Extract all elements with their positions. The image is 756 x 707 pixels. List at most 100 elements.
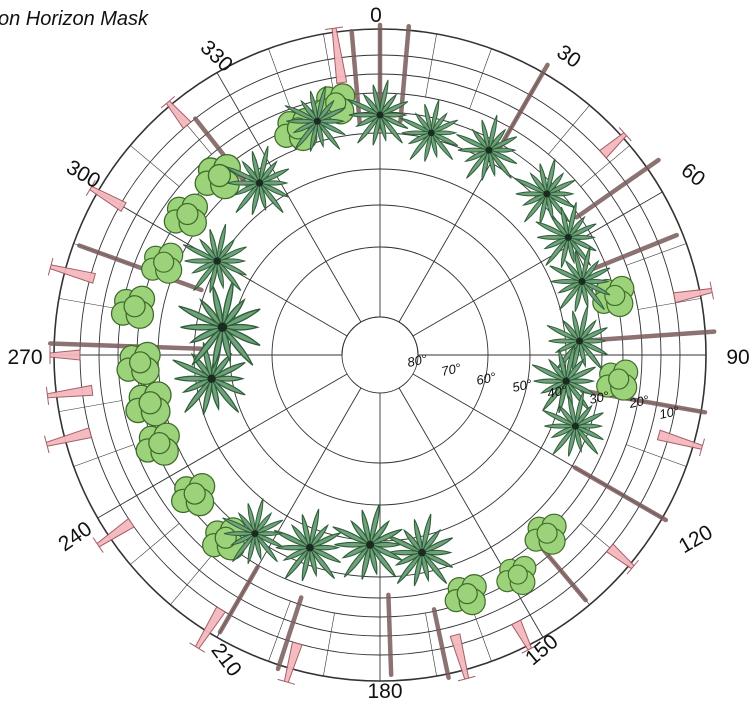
palm-frond (226, 180, 260, 186)
palm-tree-icon (514, 158, 576, 225)
palm-frond (581, 280, 611, 296)
dead-tree-icon (45, 384, 94, 405)
tree-canopy-lobe (207, 163, 232, 188)
palm-frond (216, 246, 247, 262)
palm-frond (247, 503, 256, 534)
palm-frond (369, 544, 397, 578)
palm-frond (284, 105, 318, 122)
tree-trunk (574, 157, 661, 220)
palm-frond (545, 236, 569, 266)
azimuth-tick (425, 612, 437, 677)
palm-frond (372, 84, 381, 116)
palm-frond (575, 425, 599, 455)
tree-canopy-lobe (608, 368, 630, 390)
palm-frond (544, 423, 576, 429)
azimuth-label-90: 90 (726, 346, 749, 369)
palm-frond (535, 221, 569, 238)
palm-frond (549, 265, 583, 282)
palm-frond (560, 206, 569, 238)
palm-frond (301, 547, 311, 582)
palm-tree-icon (456, 114, 518, 181)
azimuth-label-30: 30 (553, 41, 585, 73)
palm-frond (309, 547, 341, 563)
tree-canopy-lobe (148, 431, 171, 455)
tree-trunk (217, 564, 260, 635)
palm-frond (180, 323, 223, 331)
zenith-arc (341, 316, 419, 356)
dead-tree-icon (325, 26, 348, 84)
palm-crown (366, 540, 375, 549)
tree-canopy-lobe (153, 251, 175, 273)
palm-frond (209, 260, 218, 293)
dead-tree-icon (92, 517, 135, 553)
azimuth-tick (58, 298, 123, 310)
palm-frond (216, 260, 247, 276)
palm-frond (232, 533, 256, 563)
palm-frond (251, 151, 261, 184)
palm-frond (316, 120, 341, 150)
azimuth-label-210: 210 (206, 639, 245, 681)
palm-frond (317, 107, 346, 122)
azimuth-tick (580, 145, 630, 187)
palm-crown (376, 111, 384, 119)
dead-tree-icon (49, 346, 81, 364)
palm-frond (558, 349, 567, 382)
palm-frond (546, 158, 556, 195)
palm-frond (172, 359, 213, 380)
palm-frond (259, 182, 290, 198)
palm-tree-icon (178, 279, 261, 369)
palm-frond (421, 552, 454, 568)
dead-tree-icon (160, 96, 192, 130)
palm-crown (306, 543, 314, 552)
palm-tree-icon (172, 336, 246, 416)
azimuth-tick (626, 243, 687, 266)
palm-frond (488, 136, 518, 151)
palm-frond (581, 281, 605, 311)
azimuth-spoke (97, 373, 348, 519)
azimuth-tick (268, 48, 291, 109)
palm-frond (309, 508, 320, 548)
palm-frond (396, 552, 423, 584)
palm-crown (255, 179, 264, 187)
dead-tree-icon (189, 606, 226, 653)
palm-frond (309, 90, 318, 122)
palm-frond (574, 251, 583, 282)
palm-tree-icon (284, 85, 346, 152)
deciduous-tree-icon (125, 381, 172, 427)
palm-frond (184, 378, 213, 413)
dead-tree-shape (47, 257, 97, 284)
palm-crown (578, 277, 586, 285)
palm-frond (223, 531, 256, 537)
palm-frond (301, 514, 311, 548)
dead-tree-shape (49, 346, 81, 364)
palm-frond (567, 202, 577, 238)
palm-frond (235, 182, 261, 213)
palm-tree-icon (535, 202, 597, 268)
dead-tree-icon (656, 429, 705, 457)
palm-frond (579, 327, 608, 342)
palm-tree-icon (273, 508, 341, 582)
palm-frond (565, 344, 576, 382)
palm-frond (212, 326, 224, 369)
palm-frond (254, 533, 278, 563)
palm-frond (259, 145, 269, 184)
palm-frond (361, 544, 371, 580)
palm-frond (574, 281, 583, 312)
altitude-label: 40° (546, 382, 568, 401)
palm-frond (174, 375, 212, 382)
azimuth-tick (130, 145, 180, 187)
deciduous-tree-icon (163, 193, 209, 237)
palm-crown (562, 377, 570, 385)
dead-tree-shape (85, 179, 127, 213)
palm-frond (568, 395, 576, 427)
altitude-label: 20° (627, 392, 650, 411)
azimuth-tick (469, 48, 492, 109)
tree-canopy-lobe (536, 522, 558, 544)
palm-crown (207, 374, 216, 383)
tree-canopy-lobe (129, 351, 152, 374)
palm-frond (581, 246, 591, 282)
deciduous-tree-icon (135, 422, 180, 466)
azimuth-tick (170, 555, 212, 605)
palm-frond (184, 258, 218, 264)
